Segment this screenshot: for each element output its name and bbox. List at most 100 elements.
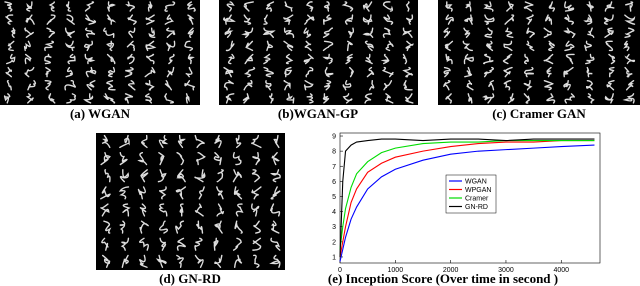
digit-stroke	[523, 80, 533, 91]
digit-stroke	[216, 203, 225, 217]
digit-stroke	[445, 93, 452, 104]
digit-stroke	[564, 1, 575, 12]
digit-stroke	[283, 14, 294, 25]
digit-stroke	[65, 66, 73, 78]
digit-stroke	[385, 40, 394, 52]
digit-stroke	[587, 27, 595, 38]
digit-stroke	[64, 27, 76, 38]
digit-stroke	[223, 80, 234, 91]
digit-stroke	[526, 27, 535, 38]
digit-stroke	[464, 14, 473, 25]
digit-stroke	[148, 27, 156, 39]
digit-stroke	[564, 40, 575, 52]
digit-stroke	[606, 80, 615, 91]
digit-stroke	[253, 220, 261, 234]
digit-stroke	[525, 14, 534, 25]
digit-stroke	[139, 220, 149, 234]
digit-stroke	[176, 254, 184, 268]
digit-stroke	[6, 53, 16, 65]
digit-stroke	[124, 93, 134, 104]
digit-stroke	[83, 40, 94, 52]
digit-stroke	[125, 1, 136, 12]
digit-stroke	[263, 14, 268, 25]
digit-stroke	[235, 203, 244, 217]
digit-stroke	[48, 93, 56, 104]
digit-stroke	[405, 14, 414, 25]
digit-stroke	[586, 66, 593, 78]
digit-stroke	[145, 14, 155, 25]
series-line	[339, 140, 595, 250]
y-tick-label: 1	[332, 254, 336, 261]
digit-stroke	[270, 237, 281, 251]
digit-stroke	[176, 169, 186, 183]
digit-stroke	[159, 237, 167, 251]
digit-stroke	[341, 1, 354, 12]
digit-stroke	[266, 40, 274, 52]
digit-stroke	[251, 169, 261, 183]
series-line	[339, 144, 595, 262]
digit-stroke	[443, 27, 451, 38]
digit-stroke	[526, 40, 535, 52]
digit-stroke	[48, 1, 56, 12]
digit-stroke	[10, 27, 16, 38]
digit-stroke	[587, 93, 595, 104]
digit-stroke	[523, 93, 531, 104]
digit-stroke	[463, 53, 474, 65]
digit-stroke	[139, 203, 147, 217]
digit-stroke	[194, 254, 204, 268]
digit-stroke	[402, 27, 413, 38]
digit-stroke	[198, 186, 205, 200]
digit-stroke	[306, 93, 314, 104]
digit-stroke	[483, 1, 494, 12]
digit-stroke	[164, 1, 176, 12]
digit-stroke	[119, 151, 128, 166]
digit-stroke	[122, 203, 131, 217]
digit-stroke	[253, 254, 260, 268]
series-line	[339, 140, 595, 258]
digit-stroke	[482, 53, 494, 65]
digit-stroke	[141, 134, 148, 149]
digit-stroke	[44, 40, 55, 52]
x-tick-label: 0	[338, 267, 342, 274]
digit-stroke	[346, 40, 353, 52]
digit-stroke	[5, 14, 14, 25]
caption: (c) Cramer GAN	[492, 106, 586, 121]
digit-stroke	[252, 237, 262, 251]
digit-stroke	[223, 66, 234, 78]
digit-stroke	[342, 93, 353, 104]
digit-stroke	[262, 27, 276, 38]
digit-stroke	[64, 79, 77, 91]
digit-stroke	[104, 169, 111, 183]
x-tick-label: 1000	[388, 267, 404, 274]
digit-stroke	[583, 14, 593, 25]
digit-stroke	[234, 254, 243, 268]
digit-stroke	[270, 169, 281, 183]
digit-stroke	[251, 186, 262, 200]
digit-stroke	[44, 80, 52, 91]
digit-stroke	[138, 237, 149, 251]
digit-stroke	[155, 254, 167, 268]
digit-stroke	[625, 80, 635, 91]
digit-stroke	[175, 220, 185, 234]
digit-stroke	[585, 53, 595, 65]
x-tick-label: 3000	[498, 267, 514, 274]
digit-stroke	[177, 134, 186, 149]
digit-stroke	[232, 169, 243, 183]
digit-stroke	[365, 53, 373, 65]
y-tick-label: 9	[332, 134, 336, 141]
digit-stroke	[445, 53, 453, 65]
digit-stroke	[179, 203, 184, 217]
digit-stroke	[128, 27, 136, 38]
digit-stroke	[46, 14, 56, 25]
y-tick-label: 4	[332, 209, 336, 216]
digit-stroke	[146, 53, 155, 65]
digit-stroke	[323, 14, 332, 25]
digit-stroke	[523, 66, 534, 78]
digit-stroke	[138, 254, 148, 268]
digit-stroke	[506, 1, 515, 12]
digit-stroke	[605, 40, 614, 52]
digit-stroke	[65, 1, 72, 12]
digit-stroke	[4, 1, 13, 12]
digit-stroke	[245, 40, 254, 52]
